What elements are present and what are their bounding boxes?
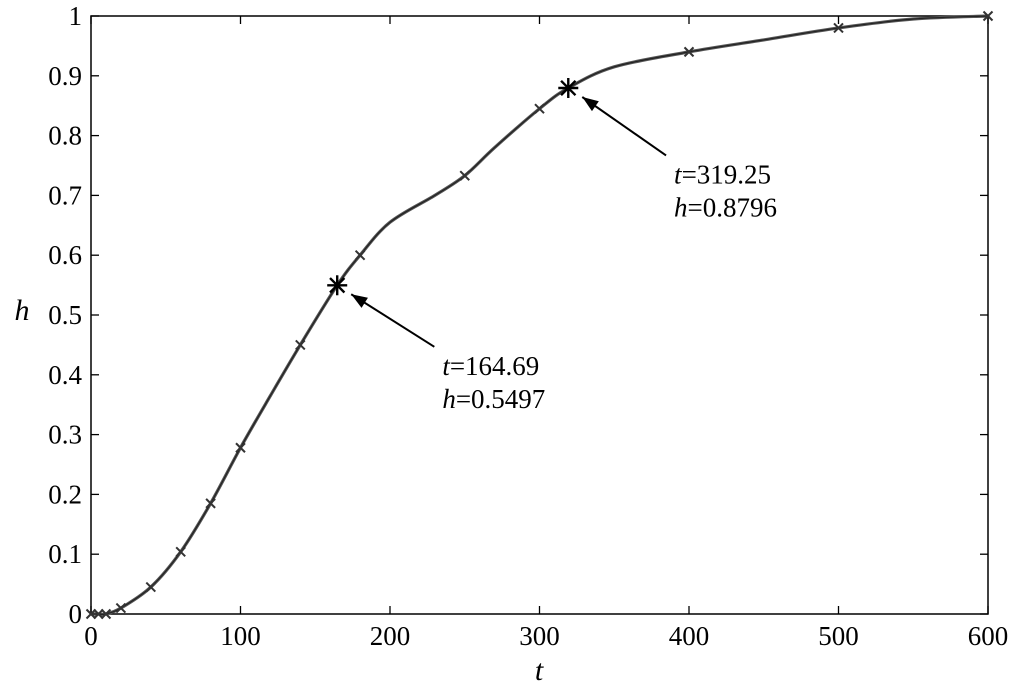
plot-frame — [90, 15, 989, 615]
data-point-marker — [354, 249, 366, 261]
data-point-marker — [175, 546, 186, 558]
annotation-var-h: h — [442, 384, 456, 414]
y-tick-label: 0.4 — [48, 360, 82, 390]
annotation-arrow-shaft — [581, 96, 667, 157]
y-tick-label: 0 — [69, 599, 83, 629]
annotation-arrow-shaft — [350, 293, 435, 348]
annotation-label-h: h=0.5497 — [442, 384, 545, 414]
annotation-arrow-head — [351, 294, 368, 308]
annotation-label-t: t=164.69 — [442, 351, 539, 381]
data-point-marker — [459, 170, 470, 181]
annotation-value-t: =164.69 — [450, 351, 539, 381]
series-line — [90, 14, 989, 617]
y-axis-title: h — [15, 294, 30, 327]
y-tick-label: 0.2 — [48, 479, 82, 509]
y-tick-label: 0.6 — [48, 240, 82, 270]
y-tick-label: 0.5 — [48, 300, 82, 330]
data-point-marker — [85, 608, 97, 620]
annotation-value-h: =0.5497 — [456, 384, 545, 414]
x-axis-title: t — [535, 654, 544, 687]
annotation-value-h: =0.8796 — [688, 192, 777, 222]
annotation-label-h: h=0.8796 — [674, 192, 777, 222]
ticks: 0 100 200 300 400 500 600 0 0.1 0.2 0.3 0.4 0.5 0.6 0.… — [48, 1, 1008, 651]
y-tick-label: 0.7 — [48, 180, 82, 210]
annotation-var-h: h — [674, 192, 688, 222]
x-tick-label: 600 — [968, 621, 1009, 651]
x-tick-label: 300 — [519, 621, 560, 651]
highlight-star-marker — [558, 77, 579, 98]
y-tick-label: 0.8 — [48, 121, 82, 151]
highlight-star-marker — [327, 275, 348, 296]
y-tick-label: 0.9 — [48, 61, 82, 91]
x-tick-label: 200 — [370, 621, 411, 651]
data-point-marker — [833, 22, 844, 34]
data-point-marker — [295, 339, 306, 351]
data-point-marker — [93, 608, 104, 620]
x-tick-label: 400 — [669, 621, 710, 651]
annotation-var-t: t — [674, 159, 683, 189]
data-point-marker — [683, 46, 695, 58]
annotation-value-t: =319.25 — [682, 159, 771, 189]
data-point-marker — [534, 103, 545, 114]
annotation-label-t: t=319.25 — [674, 159, 771, 189]
y-tick-label: 0.3 — [48, 420, 82, 450]
y-tick-label: 0.1 — [48, 539, 82, 569]
x-tick-label: 500 — [818, 621, 859, 651]
y-tick-label: 1 — [69, 1, 83, 31]
data-point-marker — [115, 602, 127, 614]
x-tick-label: 100 — [220, 621, 261, 651]
data-point-marker — [982, 10, 994, 22]
data-point-marker — [205, 498, 216, 509]
series-line-core — [90, 15, 989, 616]
data-point-marker — [235, 442, 246, 453]
x-tick-label: 0 — [84, 621, 98, 651]
series — [85, 10, 994, 620]
data-point-marker — [145, 581, 157, 593]
data-point-marker — [100, 608, 112, 620]
annotation-var-t: t — [442, 351, 451, 381]
annotation-arrow-head — [582, 96, 599, 112]
